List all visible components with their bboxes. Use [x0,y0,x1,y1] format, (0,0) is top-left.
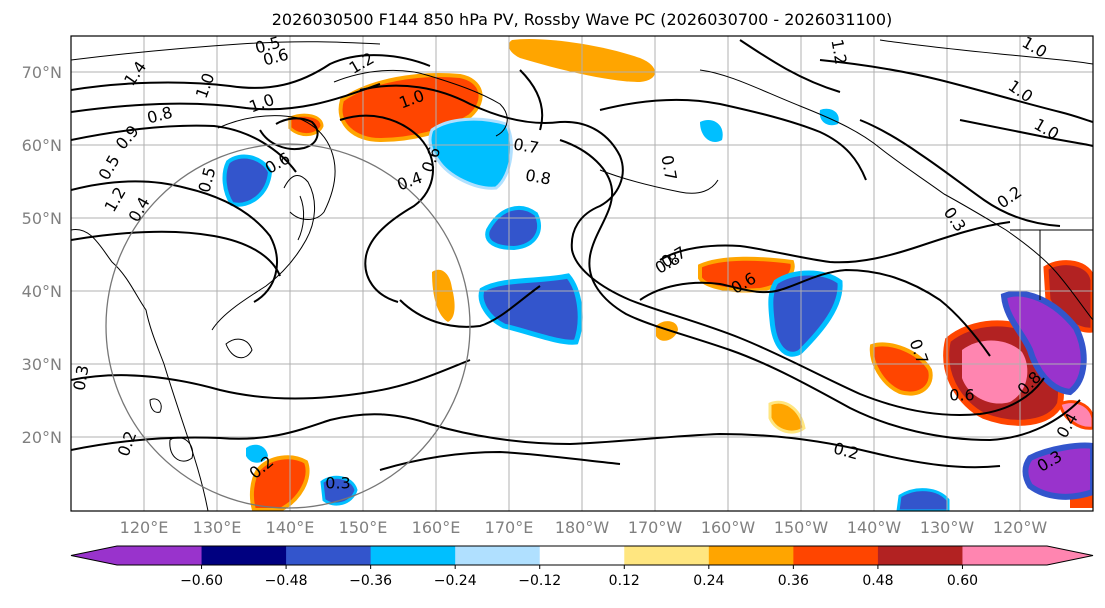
lat-label: 30°N [22,355,62,374]
latitude-labels: 70°N 60°N 50°N 40°N 30°N 20°N [22,63,62,447]
pv-anomaly-fills [222,38,1093,511]
great-circle-marker [105,143,471,509]
lon-label: 120°E [120,518,169,537]
colorbar-swatch [793,546,879,565]
colorbar-tick-label: −0.60 [180,573,223,589]
colorbar-swatch [117,546,203,565]
contour-label: 0.6 [949,386,974,405]
longitude-labels: 120°E 130°E 140°E 150°E 160°E 170°E 180°W 170°W… [120,518,1048,537]
lat-label: 50°N [22,209,62,228]
lat-label: 60°N [22,136,62,155]
colorbar-swatch [455,546,541,565]
anomaly-blob-positive [869,342,933,396]
colorbar-tick-label: −0.24 [434,573,477,589]
lon-label: 160°W [701,518,756,537]
colorbar-tick-label: 0.48 [862,573,893,589]
colorbar-tick-label: 0.36 [778,573,809,589]
map-panel: 0.50.6 1.21.41.2 1.00.8 1.01.0 1.00.91.00.60… [69,33,1093,511]
colorbar-tick-label: −0.12 [518,573,561,589]
anomaly-blob-positive [768,400,806,434]
anomaly-blob-negative [428,117,513,190]
contour-label: 0.7 [512,134,540,157]
contour-label: 0.3 [69,364,92,392]
anomaly-blob-negative [222,154,273,207]
anomaly-blob-negative [1022,442,1093,500]
lat-label: 40°N [22,282,62,301]
colorbar-extend-min [71,546,117,565]
contour-label: 0.3 [325,474,350,493]
lon-label: 160°E [412,518,461,537]
anomaly-blob-positive [1058,400,1093,430]
lon-label: 170°W [628,518,683,537]
lon-label: 130°E [193,518,242,537]
anomaly-blob-positive [656,321,678,341]
colorbar-tick-label: −0.36 [349,573,392,589]
colorbar-swatch [962,546,1048,565]
lon-label: 140°E [266,518,315,537]
colorbar-outline [70,545,1094,566]
anomaly-blob-negative [819,108,839,126]
anomaly-blob-positive [432,269,455,322]
colorbar-swatch [877,546,963,565]
lon-label: 150°W [774,518,829,537]
colorbar-swatch [624,546,710,565]
lon-label: 150°E [339,518,388,537]
lon-label: 130°W [920,518,975,537]
colorbar-swatch [370,546,456,565]
colorbar-swatch [201,546,287,565]
contour-label: 0.5 [253,33,283,58]
colorbar-tick-label: 0.24 [693,573,724,589]
contour-label: 0.8 [524,165,552,188]
contour-label: 0.7 [657,154,680,182]
lon-label: 120°W [993,518,1048,537]
contour-label: 1.2 [827,38,850,66]
anomaly-blob-strong-positive [962,340,1028,404]
anomaly-blob-positive [288,113,324,136]
lon-label: 140°W [847,518,902,537]
lon-label: 180°W [555,518,610,537]
map-frame [70,35,1094,512]
anomaly-blob-negative [700,120,723,142]
colorbar-tick-label: 0.12 [609,573,640,589]
colorbar: −0.60 −0.48 −0.36 −0.24 −0.12 0.12 0.24 0.36 0.4… [70,545,1094,589]
anomaly-blob-negative [896,488,950,511]
anomaly-blob-negative [246,444,268,463]
map-title: 2026030500 F144 850 hPa PV, Rossby Wave … [272,10,893,29]
lat-label: 70°N [22,63,62,82]
colorbar-tick-label: −0.48 [265,573,308,589]
coastlines [71,39,1093,511]
colorbar-swatch [708,546,794,565]
anomaly-blob-negative [1000,290,1087,396]
colorbar-swatch [286,546,372,565]
colorbar-extend-max [1047,546,1093,565]
lat-label: 20°N [22,428,62,447]
colorbar-swatch [539,546,625,565]
anomaly-blob-positive [249,455,310,511]
lon-label: 170°E [485,518,534,537]
pv-contours [71,39,1093,471]
colorbar-tick-label: 0.60 [947,573,978,589]
